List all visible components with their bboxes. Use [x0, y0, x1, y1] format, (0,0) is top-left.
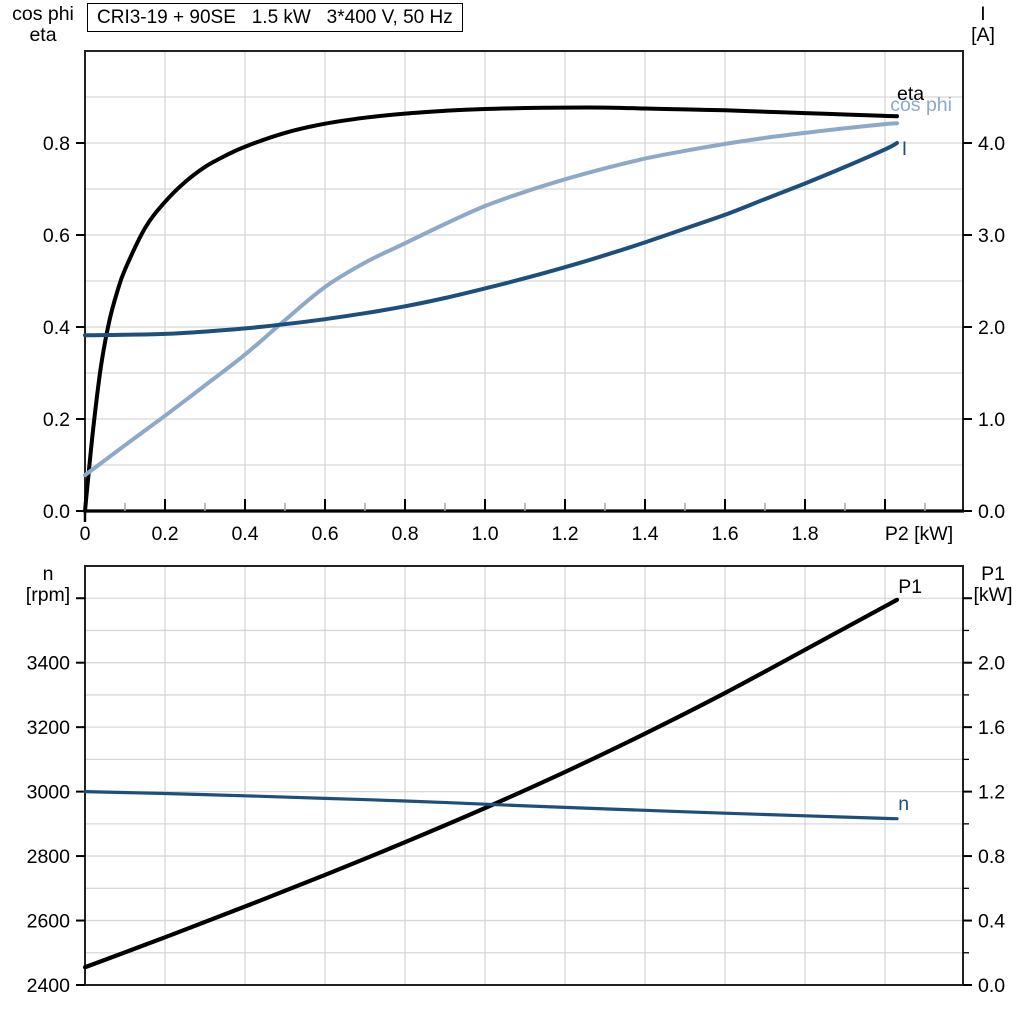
bottom-left-axis-title: n [rpm]: [10, 564, 86, 606]
left-tick-label: 0.6: [43, 225, 70, 247]
right-tick-label: 2.0: [978, 317, 1005, 339]
right-tick-label: 1.6: [978, 717, 1005, 739]
series-p1: [82, 597, 900, 970]
series-label-cos-phi: cos phi: [890, 94, 952, 116]
right-tick-label: 0.0: [978, 501, 1005, 523]
right-tick-label: 3.0: [978, 225, 1005, 247]
left-tick-label: 2800: [27, 846, 71, 868]
axis-title-rpm-unit: [rpm]: [25, 584, 71, 606]
x-tick-label: 0.4: [231, 523, 258, 545]
axis-title-i: I: [980, 3, 986, 25]
x-tick-label: 0.8: [391, 523, 418, 545]
right-tick-label: 1.0: [978, 409, 1005, 431]
right-tick-label: 2.0: [978, 653, 1005, 675]
series-current: [83, 141, 899, 338]
axis-title-kw-unit: [kW]: [973, 584, 1013, 606]
right-tick-label: 0.4: [978, 911, 1005, 933]
left-tick-label: 3000: [27, 782, 71, 804]
left-tick-label: 0.0: [43, 501, 70, 523]
top-right-axis-title: I [A]: [950, 4, 1016, 46]
series-eta: [83, 105, 899, 513]
x-axis-unit-label: P2 [kW]: [885, 523, 953, 545]
left-tick-label: 0.4: [43, 317, 70, 339]
series-label-eta: eta: [897, 83, 924, 105]
right-tick-label: 4.0: [978, 133, 1005, 155]
left-tick-label: 2400: [27, 975, 71, 997]
x-tick-label: 0: [80, 523, 91, 545]
x-tick-label: 0.2: [151, 523, 178, 545]
left-tick-label: 3200: [27, 717, 71, 739]
left-tick-label: 0.2: [43, 409, 70, 431]
series-cos-phi: [83, 121, 899, 478]
series-label-p1: P1: [898, 576, 922, 598]
axis-title-amps-unit: [A]: [971, 24, 995, 46]
left-tick-label: 3400: [27, 653, 71, 675]
chart-title: CRI3-19 + 90SE 1.5 kW 3*400 V, 50 Hz: [87, 3, 463, 32]
x-tick-label: 0.6: [311, 523, 338, 545]
axis-title-p1: P1: [981, 563, 1005, 585]
series-n: [83, 790, 899, 821]
x-tick-label: 1.8: [791, 523, 818, 545]
left-tick-label: 0.8: [43, 133, 70, 155]
top-left-axis-title: cos phi eta: [4, 4, 82, 46]
axis-title-cos-phi: cos phi: [12, 3, 74, 25]
right-tick-label: 1.2: [978, 782, 1005, 804]
left-tick-label: 2600: [27, 911, 71, 933]
axis-title-eta: eta: [29, 24, 57, 46]
plot-frame: [84, 565, 964, 986]
series-label-n: n: [898, 793, 909, 815]
right-tick-label: 0.0: [978, 975, 1005, 997]
x-tick-label: 1.2: [551, 523, 578, 545]
x-tick-label: 1.6: [711, 523, 738, 545]
series-label-current: I: [902, 138, 907, 160]
x-tick-label: 1.4: [631, 523, 658, 545]
bottom-right-axis-title: P1 [kW]: [964, 564, 1022, 606]
right-tick-label: 0.8: [978, 846, 1005, 868]
x-tick-label: 1.0: [471, 523, 498, 545]
axis-title-n: n: [42, 563, 54, 585]
